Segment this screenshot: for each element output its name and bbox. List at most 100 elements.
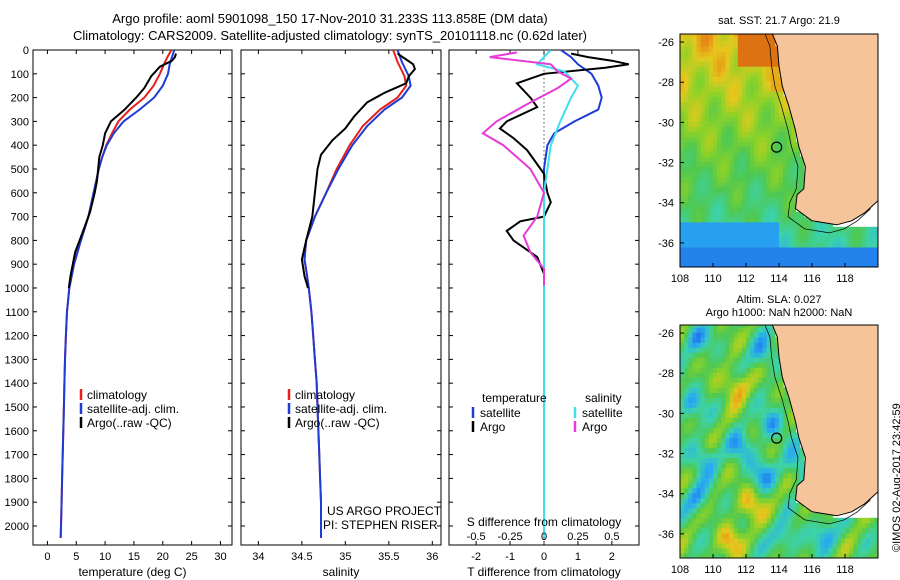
series-line-temperature-satellite: [543, 50, 603, 538]
lat-tick-label: -36: [658, 238, 674, 250]
series-line-salinity-satellite: [535, 50, 580, 538]
argo-position-marker: [771, 432, 783, 444]
s-tick-label: 0.5: [604, 531, 619, 543]
legend-label: Argo(..raw -QC): [295, 416, 380, 430]
lon-tick-label: 118: [836, 564, 854, 576]
us-argo-project-label: US ARGO PROJECT: [327, 504, 442, 518]
legend-label: Argo: [480, 420, 506, 434]
lon-tick-label: 114: [770, 564, 788, 576]
argo-position-marker: [771, 141, 783, 153]
series-line-salinity-argo: [481, 51, 574, 286]
imos-timestamp: ©IMOS 02-Aug-2017 23:42:59: [891, 403, 900, 552]
sla-map-subtitle: Argo h1000: NaN h2000: NaN: [706, 307, 853, 319]
depth-tick-label: 400: [11, 140, 29, 152]
sla-map-field: [680, 325, 878, 558]
x-tick-label: 0: [541, 551, 547, 563]
depth-tick-label: 2000: [5, 521, 29, 533]
x-tick-label: 35.5: [378, 551, 399, 563]
lon-tick-label: 108: [671, 273, 689, 285]
lon-tick-label: 116: [803, 273, 821, 285]
lon-tick-label: 112: [737, 273, 755, 285]
lat-tick-label: -28: [658, 368, 674, 380]
legend-label: Argo: [582, 420, 608, 434]
depth-tick-label: 200: [11, 93, 29, 105]
x-tick-label: 35: [339, 551, 351, 563]
land-mass: [771, 325, 878, 517]
x-tick-label: 20: [157, 551, 169, 563]
depth-tick-label: 300: [11, 116, 29, 128]
panel-frame-temperature-profile: [32, 49, 233, 546]
sst-map-title: sat. SST: 21.7 Argo: 21.9: [718, 15, 840, 27]
s-tick-label: 0.25: [567, 531, 588, 543]
depth-tick-label: 700: [11, 212, 29, 224]
sst-map-field: [680, 34, 878, 267]
lon-tick-label: 108: [671, 564, 689, 576]
s-tick-label: 0: [541, 531, 547, 543]
depth-tick-label: 1300: [5, 354, 29, 366]
lat-tick-label: -34: [658, 489, 674, 501]
series-line-climatology: [59, 50, 173, 538]
depth-tick-label: 1200: [5, 331, 29, 343]
depth-tick-label: 1500: [5, 402, 29, 414]
s-tick-label: -0.25: [498, 531, 523, 543]
panel-frame-salinity-profile: [240, 49, 442, 546]
x-tick-label: 10: [99, 551, 111, 563]
legend-label: satellite: [582, 406, 623, 420]
lat-tick-label: -28: [658, 77, 674, 89]
depth-tick-label: 0: [23, 45, 29, 57]
depth-tick-label: 500: [11, 164, 29, 176]
x-tick-label: 2: [609, 551, 615, 563]
depth-tick-label: 1700: [5, 450, 29, 462]
x-axis-label: salinity: [323, 565, 360, 579]
depth-contour: [764, 325, 871, 525]
s-tick-label: -0.5: [467, 531, 486, 543]
x-tick-label: 1: [575, 551, 581, 563]
x-tick-label: 5: [73, 551, 79, 563]
pi-label: PI: STEPHEN RISER: [323, 518, 438, 532]
x-tick-label: -1: [505, 551, 515, 563]
lat-tick-label: -36: [658, 529, 674, 541]
depth-tick-label: 100: [11, 69, 29, 81]
lat-tick-label: -26: [658, 37, 674, 49]
lon-tick-label: 110: [704, 273, 722, 285]
lat-tick-label: -30: [658, 408, 674, 420]
lat-tick-label: -32: [658, 158, 674, 170]
legend-label: satellite: [480, 406, 521, 420]
lat-tick-label: -32: [658, 449, 674, 461]
depth-tick-label: 1100: [5, 307, 29, 319]
lon-tick-label: 114: [770, 273, 788, 285]
depth-tick-label: 1000: [5, 283, 29, 295]
legend-label: climatology: [295, 388, 355, 402]
x-tick-label: 0: [44, 551, 50, 563]
lat-tick-label: -30: [658, 117, 674, 129]
x-axis-label: temperature (deg C): [78, 565, 186, 579]
x-axis-label: T difference from climatology: [467, 565, 621, 579]
legend-header-salinity: salinity: [585, 391, 622, 405]
x-tick-label: 36: [426, 551, 438, 563]
chart-title-line2: Climatology: CARS2009. Satellite-adjuste…: [72, 28, 587, 43]
legend-label: satellite-adj. clim.: [295, 402, 387, 416]
depth-contour: [764, 34, 871, 234]
x-tick-label: 30: [214, 551, 226, 563]
series-line-argo-raw-qc-: [67, 53, 177, 289]
legend-label: satellite-adj. clim.: [87, 402, 179, 416]
x-tick-label: -2: [471, 551, 481, 563]
land-mass: [771, 34, 878, 226]
lon-tick-label: 112: [737, 564, 755, 576]
series-line-argo-raw-qc-: [300, 52, 417, 289]
depth-tick-label: 1900: [5, 497, 29, 509]
x-tick-label: 34.5: [291, 551, 312, 563]
lon-tick-label: 118: [836, 273, 854, 285]
x-tick-label: 25: [185, 551, 197, 563]
x-tick-label: 15: [128, 551, 140, 563]
depth-tick-label: 1600: [5, 426, 29, 438]
depth-tick-label: 900: [11, 259, 29, 271]
legend-label: climatology: [87, 388, 147, 402]
series-line-satellite-adj-clim-: [303, 50, 412, 538]
s-difference-label: S difference from climatology: [467, 515, 622, 529]
x-tick-label: 34: [252, 551, 264, 563]
lat-tick-label: -34: [658, 198, 674, 210]
lat-tick-label: -26: [658, 328, 674, 340]
depth-tick-label: 600: [11, 188, 29, 200]
